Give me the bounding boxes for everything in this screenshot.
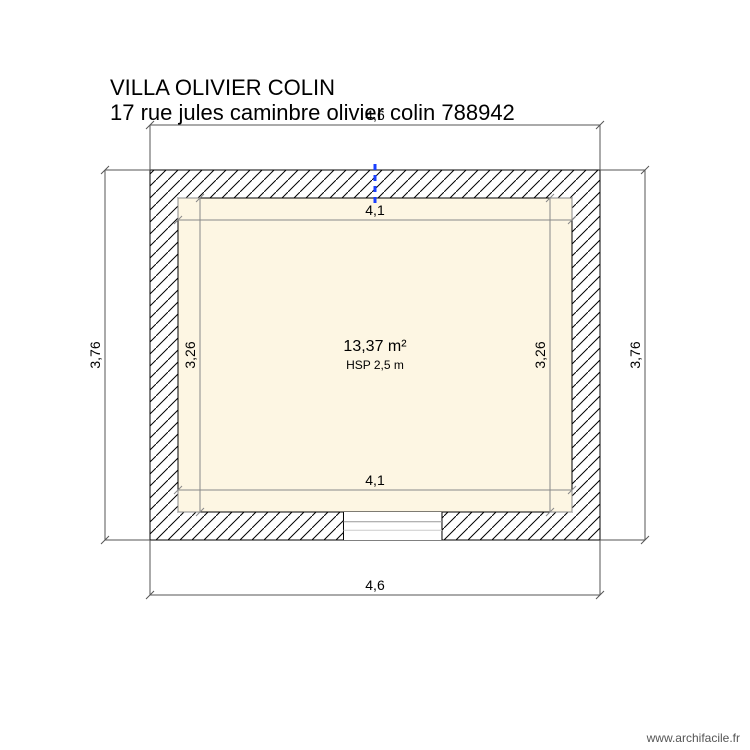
door-opening xyxy=(343,512,442,540)
room-hsp-label: HSP 2,5 m xyxy=(346,358,404,372)
dim-outer-bottom: 4,6 xyxy=(146,540,604,599)
dim-inner-bottom-label: 4,1 xyxy=(365,472,385,488)
watermark: www.archifacile.fr xyxy=(646,731,740,745)
dim-outer-right-label: 3,76 xyxy=(627,341,643,368)
title-line-2: 17 rue jules caminbre olivier colin 7889… xyxy=(110,100,515,125)
room-area-label: 13,37 m² xyxy=(343,338,407,355)
dim-outer-top-label: 4,6 xyxy=(365,107,385,123)
room-floor xyxy=(178,198,572,512)
title-line-1: VILLA OLIVIER COLIN xyxy=(110,75,335,100)
dim-outer-bottom-label: 4,6 xyxy=(365,577,385,593)
dim-outer-left-label: 3,76 xyxy=(87,341,103,368)
dim-outer-left: 3,76 xyxy=(87,166,150,544)
dim-outer-right: 3,76 xyxy=(600,166,649,544)
dim-inner-left-label: 3,26 xyxy=(182,341,198,368)
dim-inner-top-label: 4,1 xyxy=(365,202,385,218)
dim-inner-right-label: 3,26 xyxy=(532,341,548,368)
